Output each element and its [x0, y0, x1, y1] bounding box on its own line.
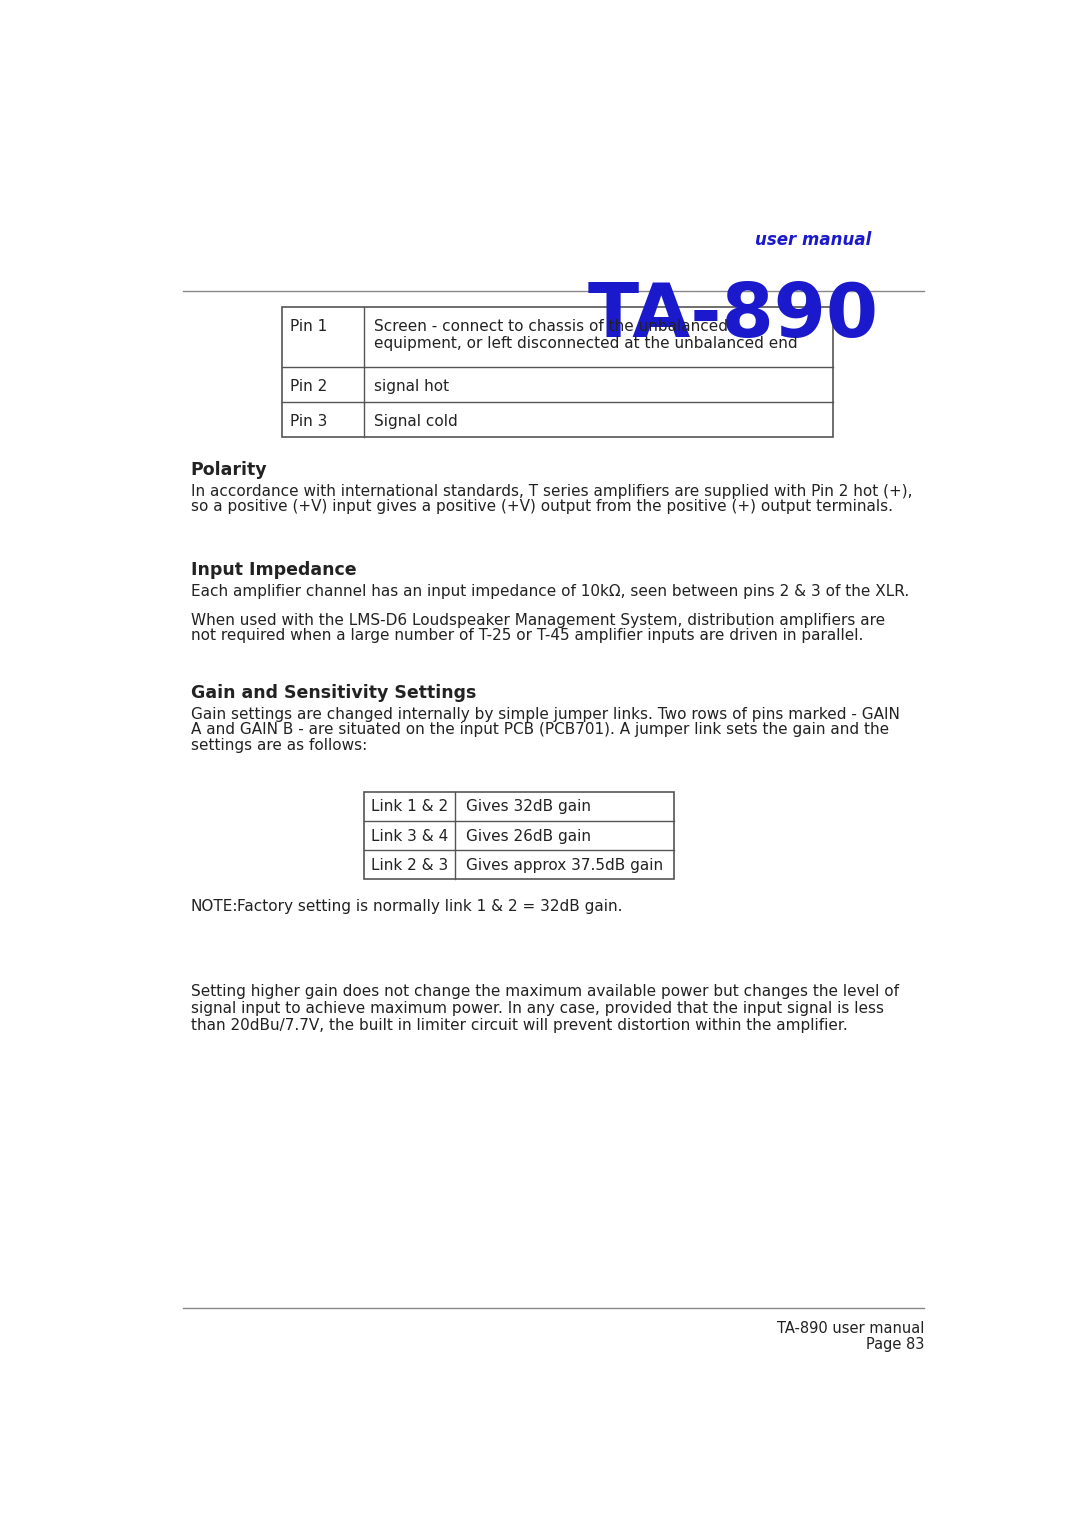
Text: A and GAIN B - are situated on the input PCB (PCB701). A jumper link sets the ga: A and GAIN B - are situated on the input…	[191, 723, 889, 738]
Text: Each amplifier channel has an input impedance of 10kΩ, seen between pins 2 & 3 o: Each amplifier channel has an input impe…	[191, 584, 909, 599]
Text: so a positive (+V) input gives a positive (+V) output from the positive (+) outp: so a positive (+V) input gives a positiv…	[191, 500, 893, 513]
Bar	[364, 792, 674, 880]
Text: Signal cold: Signal cold	[375, 414, 458, 429]
Text: Gives 32dB gain: Gives 32dB gain	[465, 799, 591, 814]
Text: TA-890 user manual: TA-890 user manual	[777, 1322, 924, 1337]
Text: Pin 1: Pin 1	[291, 319, 327, 335]
Text: Screen - connect to chassis of the unbalanced: Screen - connect to chassis of the unbal…	[375, 319, 729, 335]
Text: user manual: user manual	[755, 231, 872, 249]
Text: Gives 26dB gain: Gives 26dB gain	[465, 828, 591, 843]
Text: equipment, or left disconnected at the unbalanced end: equipment, or left disconnected at the u…	[375, 336, 798, 351]
Text: When used with the LMS-D6 Loudspeaker Management System, distribution amplifiers: When used with the LMS-D6 Loudspeaker Ma…	[191, 613, 885, 628]
Text: Polarity: Polarity	[191, 460, 268, 478]
Text: than 20dBu/7.7V, the built in limiter circuit will prevent distortion within the: than 20dBu/7.7V, the built in limiter ci…	[191, 1018, 848, 1033]
Text: Link 3 & 4: Link 3 & 4	[372, 828, 448, 843]
Text: Link 1 & 2: Link 1 & 2	[372, 799, 448, 814]
Text: not required when a large number of T-25 or T-45 amplifier inputs are driven in : not required when a large number of T-25…	[191, 628, 863, 643]
Bar	[282, 307, 833, 437]
Text: In accordance with international standards, T series amplifiers are supplied wit: In accordance with international standar…	[191, 484, 913, 498]
Text: signal hot: signal hot	[375, 379, 449, 394]
Text: Pin 3: Pin 3	[291, 414, 327, 429]
Text: Pin 2: Pin 2	[291, 379, 327, 394]
Text: Link 2 & 3: Link 2 & 3	[372, 857, 448, 872]
Text: signal input to achieve maximum power. In any case, provided that the input sign: signal input to achieve maximum power. I…	[191, 1001, 883, 1016]
Text: Page 83: Page 83	[865, 1337, 924, 1352]
Text: Setting higher gain does not change the maximum available power but changes the : Setting higher gain does not change the …	[191, 984, 899, 999]
Text: TA-890: TA-890	[588, 280, 879, 353]
Text: Input Impedance: Input Impedance	[191, 561, 356, 579]
Text: NOTE:: NOTE:	[191, 900, 239, 914]
Text: Gain settings are changed internally by simple jumper links. Two rows of pins ma: Gain settings are changed internally by …	[191, 707, 900, 721]
Text: Factory setting is normally link 1 & 2 = 32dB gain.: Factory setting is normally link 1 & 2 =…	[238, 900, 623, 914]
Text: settings are as follows:: settings are as follows:	[191, 738, 367, 753]
Text: Gain and Sensitivity Settings: Gain and Sensitivity Settings	[191, 685, 476, 701]
Text: Gives approx 37.5dB gain: Gives approx 37.5dB gain	[465, 857, 663, 872]
